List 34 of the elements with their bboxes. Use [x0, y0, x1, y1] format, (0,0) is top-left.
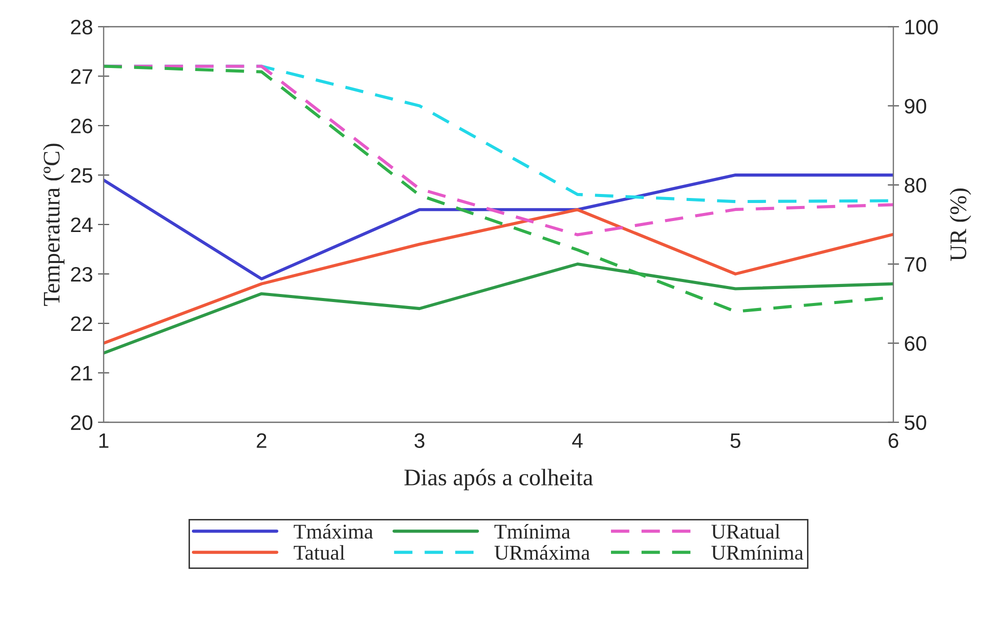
- x-tick-label: 1: [99, 433, 108, 448]
- y-tick-label: 23: [71, 266, 92, 282]
- line-series: [104, 262, 894, 355]
- legend-label: URmínima: [711, 545, 804, 560]
- x-axis-title: Dias após a colheita: [404, 468, 593, 490]
- y2-tick-label: 80: [904, 178, 926, 193]
- y-tick-label: 21: [71, 366, 92, 380]
- legend-label: Tmínima: [494, 524, 570, 539]
- y-tick-label: 27: [71, 69, 92, 84]
- x-tick-label: 4: [572, 433, 583, 448]
- y-tick-label: 25: [71, 168, 92, 183]
- y-tick-label: 26: [71, 118, 92, 134]
- y2-axis-title: UR (%): [950, 188, 972, 262]
- legend-label: URmáxima: [494, 545, 590, 560]
- x-tick-label: 6: [888, 433, 898, 448]
- legend-label: Tatual: [294, 545, 345, 560]
- line-series: [104, 64, 894, 236]
- y2-tick-label: 50: [904, 415, 926, 430]
- y-tick-label: 28: [71, 20, 92, 34]
- y-tick-label: 20: [71, 415, 92, 430]
- y2-tick-label: 70: [904, 257, 926, 272]
- y-tick-label: 22: [71, 316, 92, 331]
- x-tick-label: 3: [414, 433, 424, 448]
- legend-label: Tmáxima: [294, 524, 373, 539]
- line-series: [104, 208, 894, 345]
- x-tick-label: 5: [730, 433, 740, 448]
- y-tick-label: 24: [71, 217, 93, 232]
- legend-label: URatual: [711, 524, 780, 539]
- line-series: [104, 174, 894, 280]
- y2-tick-label: 90: [904, 98, 926, 114]
- y2-tick-label: 100: [905, 20, 938, 34]
- y2-tick-label: 60: [904, 336, 926, 351]
- y-axis-title: Temperatura (ºC): [43, 144, 64, 306]
- x-tick-label: 2: [256, 433, 266, 448]
